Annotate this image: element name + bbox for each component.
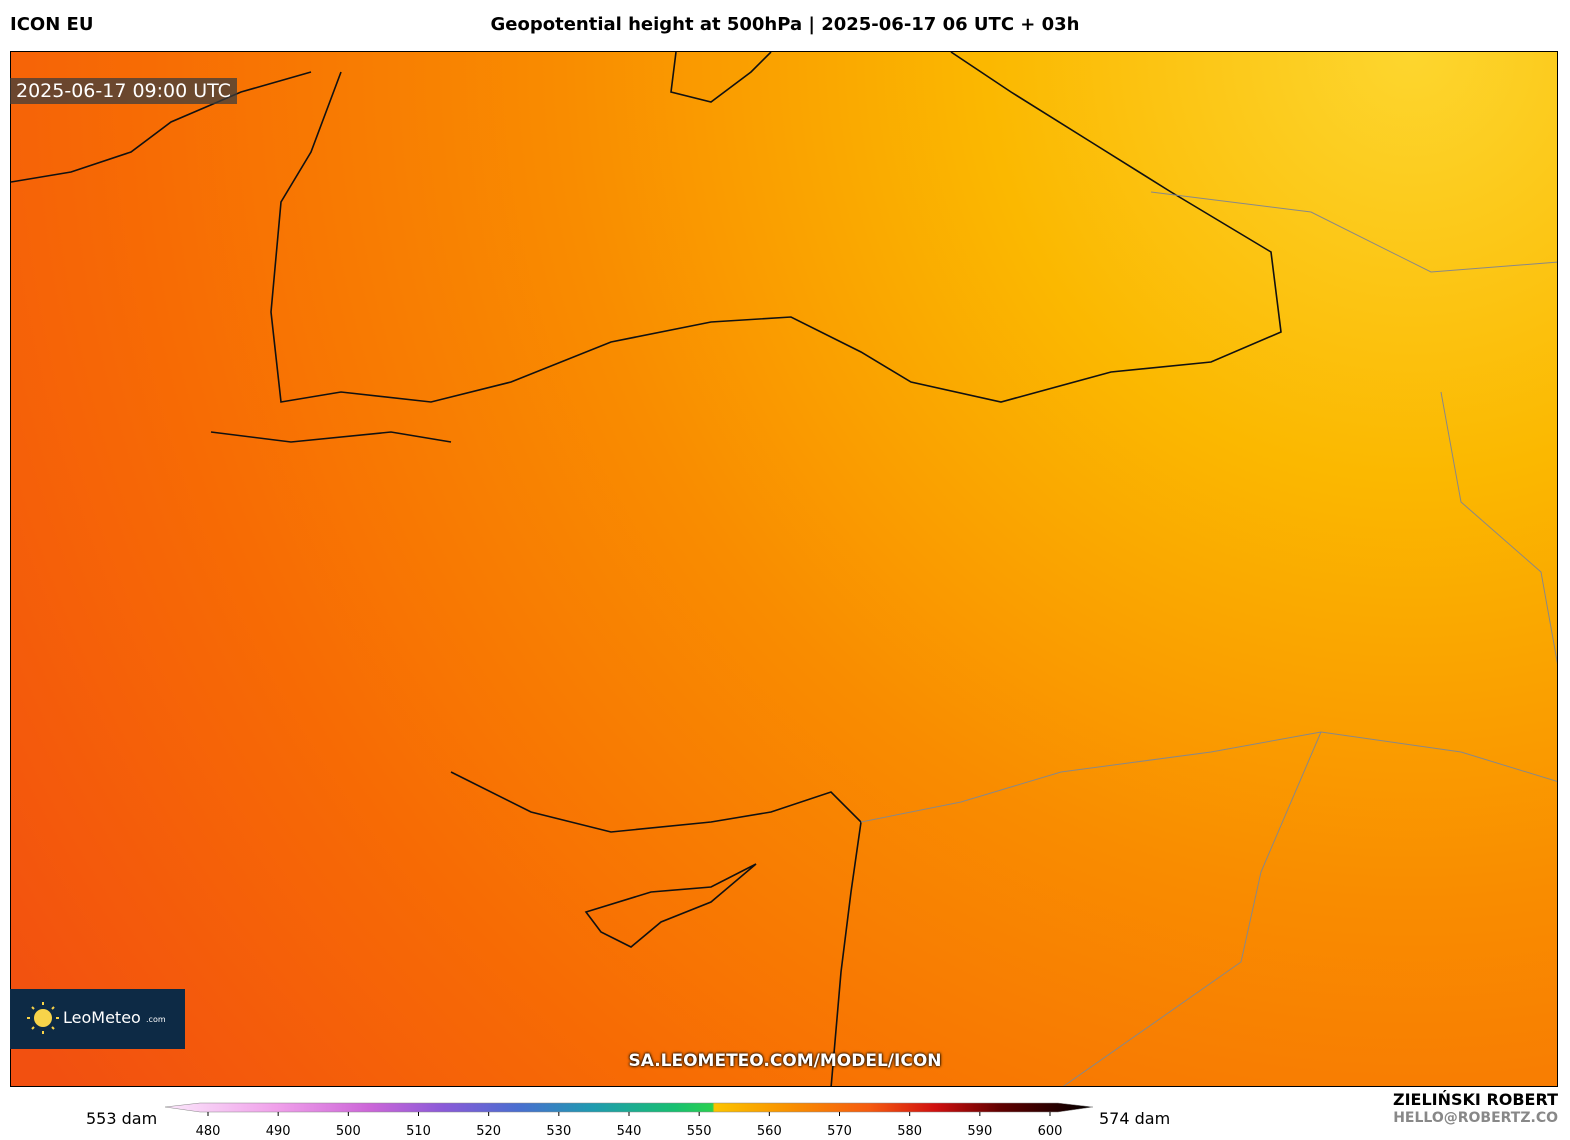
logo-icon xyxy=(27,1002,59,1034)
colorbar: 480 490 500 510 520 530 540 550 560 570 580 590 600 xyxy=(164,1102,1094,1139)
colorbar-tick-label: 540 xyxy=(617,1124,642,1139)
colorbar-tick-label: 520 xyxy=(476,1124,501,1139)
colorbar-tick-label: 530 xyxy=(546,1124,571,1139)
colorbar-tick-label: 590 xyxy=(967,1124,992,1139)
colorbar-tick-label: 600 xyxy=(1038,1124,1063,1139)
colorbar-tick-label: 490 xyxy=(266,1124,291,1139)
title: Geopotential height at 500hPa | 2025-06-… xyxy=(490,14,1080,35)
coastlines xyxy=(11,52,1282,1086)
email: HELLO@ROBERTZ.CO xyxy=(1393,1110,1558,1126)
colorbar-ramp xyxy=(164,1102,1094,1113)
colorbar-tick-label: 580 xyxy=(897,1124,922,1139)
colorbar-min-label: 553 dam xyxy=(86,1109,158,1128)
author: ZIELIŃSKI ROBERT xyxy=(1392,1090,1558,1109)
map xyxy=(10,51,1558,1087)
map-canvas xyxy=(11,52,1557,1086)
logo-text: LeoMeteo xyxy=(63,1008,141,1027)
logo: LeoMeteo .com xyxy=(10,989,185,1049)
colorbar-tick-label: 510 xyxy=(406,1124,431,1139)
colorbar-tick-label: 560 xyxy=(757,1124,782,1139)
model-name: ICON EU xyxy=(10,14,94,35)
colorbar-tick-label: 480 xyxy=(196,1124,221,1139)
logo-suffix: .com xyxy=(146,1015,166,1024)
height-field xyxy=(11,52,1557,1086)
colorbar-tick-label: 500 xyxy=(336,1124,361,1139)
colorbar-tick-label: 550 xyxy=(687,1124,712,1139)
timestamp: 2025-06-17 09:00 UTC xyxy=(10,78,237,104)
borders xyxy=(860,191,1557,1086)
source-url: SA.LEOMETEO.COM/MODEL/ICON xyxy=(628,1051,942,1071)
colorbar-max-label: 574 dam xyxy=(1099,1109,1171,1128)
colorbar-tick-label: 570 xyxy=(827,1124,852,1139)
